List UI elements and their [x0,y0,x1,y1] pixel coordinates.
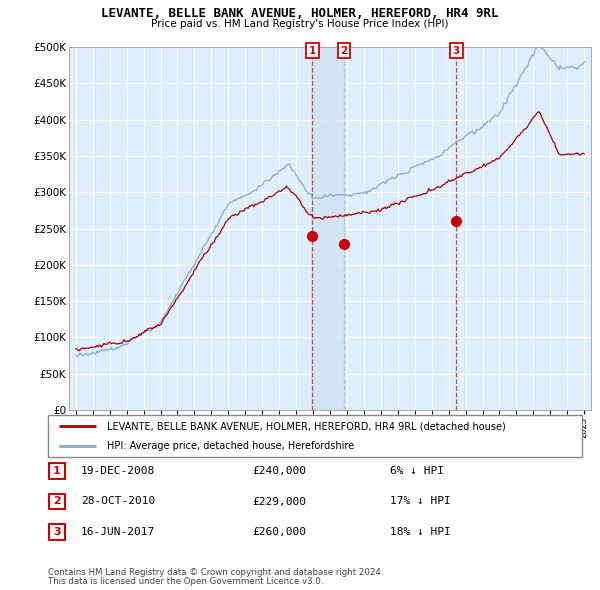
Text: £260,000: £260,000 [252,527,306,537]
FancyBboxPatch shape [49,525,65,540]
Text: £240,000: £240,000 [252,466,306,476]
Text: This data is licensed under the Open Government Licence v3.0.: This data is licensed under the Open Gov… [48,577,323,586]
FancyBboxPatch shape [49,463,65,479]
Text: 2: 2 [340,46,347,56]
Text: LEVANTE, BELLE BANK AVENUE, HOLMER, HEREFORD, HR4 9RL: LEVANTE, BELLE BANK AVENUE, HOLMER, HERE… [101,7,499,20]
Text: HPI: Average price, detached house, Herefordshire: HPI: Average price, detached house, Here… [107,441,354,451]
FancyBboxPatch shape [48,415,582,457]
FancyBboxPatch shape [49,493,65,509]
Text: 2: 2 [53,497,61,506]
Text: 1: 1 [53,466,61,476]
Text: £229,000: £229,000 [252,497,306,506]
Text: 28-OCT-2010: 28-OCT-2010 [81,497,155,506]
Text: 3: 3 [453,46,460,56]
Text: 6% ↓ HPI: 6% ↓ HPI [390,466,444,476]
Text: 16-JUN-2017: 16-JUN-2017 [81,527,155,537]
Text: Price paid vs. HM Land Registry's House Price Index (HPI): Price paid vs. HM Land Registry's House … [151,19,449,30]
Text: Contains HM Land Registry data © Crown copyright and database right 2024.: Contains HM Land Registry data © Crown c… [48,568,383,577]
Text: 1: 1 [309,46,316,56]
Text: 18% ↓ HPI: 18% ↓ HPI [390,527,451,537]
Text: 19-DEC-2008: 19-DEC-2008 [81,466,155,476]
Text: 17% ↓ HPI: 17% ↓ HPI [390,497,451,506]
Bar [313,47,344,410]
Text: 3: 3 [53,527,61,537]
Text: LEVANTE, BELLE BANK AVENUE, HOLMER, HEREFORD, HR4 9RL (detached house): LEVANTE, BELLE BANK AVENUE, HOLMER, HERE… [107,421,505,431]
